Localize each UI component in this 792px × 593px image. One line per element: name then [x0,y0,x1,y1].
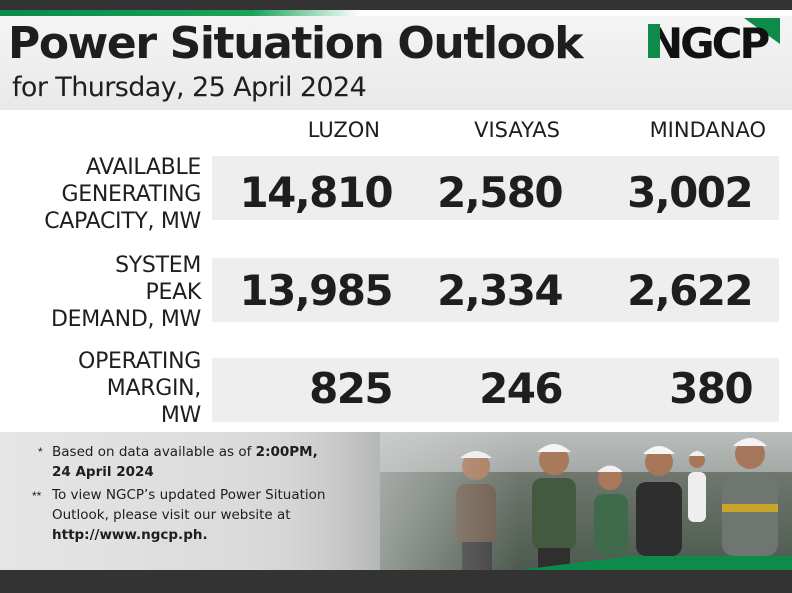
note-1-marker: * [38,445,43,459]
row-label-line: OPERATING [78,349,201,374]
ngcp-logo: NGCP [648,18,780,64]
row-band-capacity [212,156,779,220]
worker-4 [636,446,682,556]
team-photo: * Based on data available as of 2:00PM, … [0,432,792,570]
value-mindanao-demand: 2,622 [627,266,753,315]
row-label-line: CAPACITY, MW [44,209,201,234]
row-label-line: DEMAND, MW [51,307,201,332]
value-visayas-margin: 246 [479,364,563,413]
bottom-dark-bar [0,570,792,593]
note-2-marker: ** [32,489,42,503]
note-1-time: 2:00PM, [255,444,318,460]
row-label-line: AVAILABLE [85,155,201,180]
value-mindanao-capacity: 3,002 [627,168,753,217]
row-label-line: PEAK [145,280,202,305]
ngcp-logo-text: NGCP [648,19,769,64]
note-2: To view NGCP’s updated Power Situation O… [52,485,372,545]
worker-3 [594,465,628,554]
row-label-line: MW [160,403,201,428]
row-label-margin: OPERATING MARGIN, MW [0,348,201,429]
note-1-date: 24 April 2024 [52,464,154,480]
column-header-mindanao: MINDANAO [649,118,766,142]
value-mindanao-margin: 380 [669,364,753,413]
note-1-text: Based on data available as of [52,444,256,460]
page-title: Power Situation Outlook [8,18,584,69]
value-visayas-capacity: 2,580 [437,168,563,217]
note-1: Based on data available as of 2:00PM, 24… [52,442,372,482]
page-subtitle: for Thursday, 25 April 2024 [12,72,367,103]
row-label-line: MARGIN, [106,376,202,401]
worker-2 [532,444,576,570]
top-dark-bar [0,0,792,10]
row-label-line: SYSTEM [115,253,201,278]
note-2-line-2: Outlook, please visit our website at [52,507,291,523]
worker-5 [688,451,706,522]
row-band-margin [212,358,779,422]
value-luzon-capacity: 14,810 [239,168,394,217]
worker-6 [722,438,778,556]
value-luzon-margin: 825 [309,364,393,413]
value-luzon-demand: 13,985 [239,266,394,315]
row-band-demand [212,258,779,322]
row-label-demand: SYSTEM PEAK DEMAND, MW [0,252,201,333]
value-visayas-demand: 2,334 [437,266,563,315]
column-header-luzon: LUZON [307,118,380,142]
row-label-line: GENERATING [61,182,202,207]
row-label-capacity: AVAILABLE GENERATING CAPACITY, MW [0,154,201,235]
website-link[interactable]: http://www.ngcp.ph. [52,527,208,543]
note-2-line-1: To view NGCP’s updated Power Situation [52,487,326,503]
photo-fade-overlay [0,432,520,570]
top-green-accent [0,10,360,16]
column-header-visayas: VISAYAS [474,118,560,142]
